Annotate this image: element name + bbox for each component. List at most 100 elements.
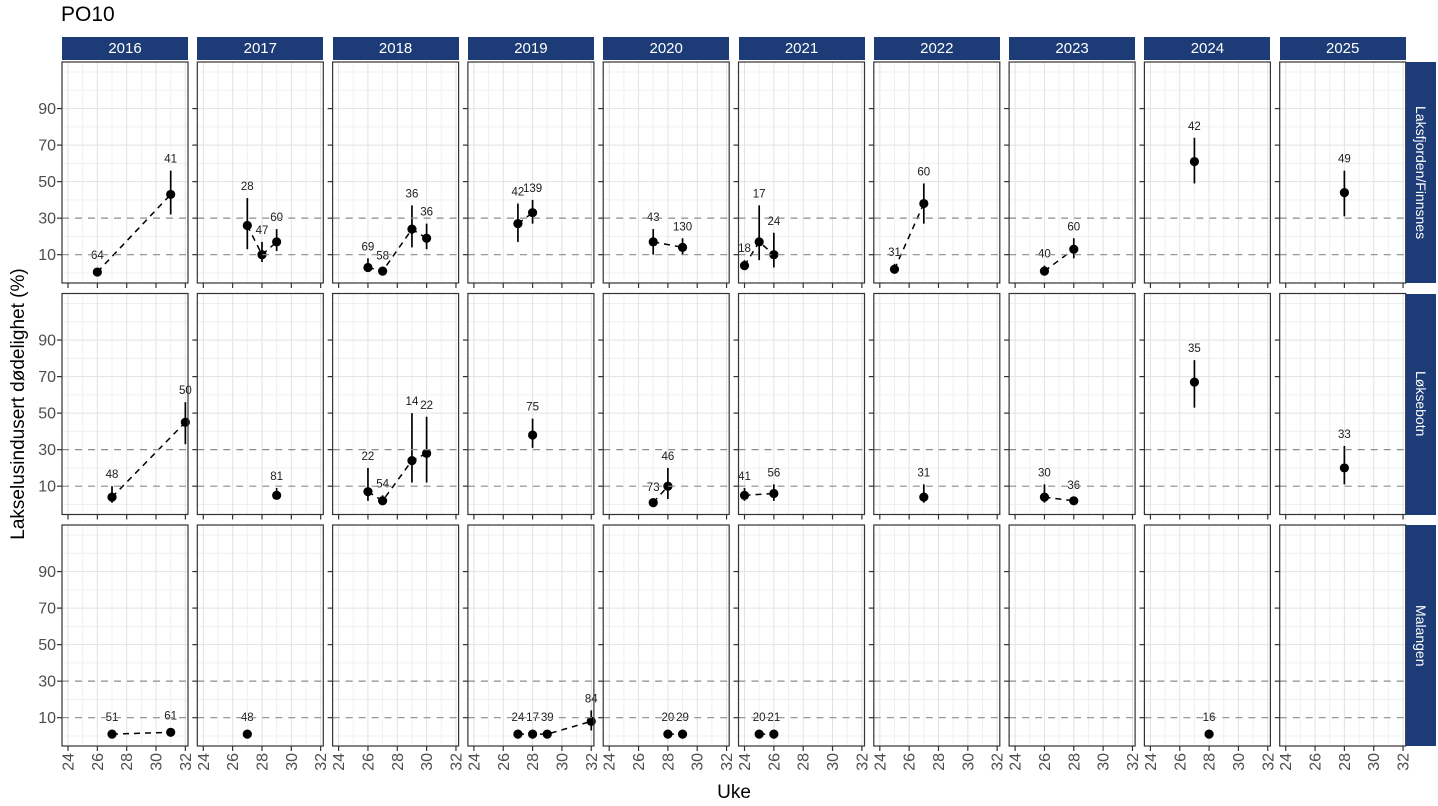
panel-border bbox=[1279, 61, 1407, 284]
panel-Løksebotn-2019: 75 bbox=[462, 292, 595, 520]
x-tick-label: 30 bbox=[284, 753, 301, 771]
tick-marks bbox=[1139, 339, 1269, 520]
y-tick-label: 70 bbox=[38, 601, 56, 618]
panel-border bbox=[737, 61, 866, 284]
gridlines bbox=[1009, 525, 1136, 746]
gridlines bbox=[1144, 62, 1271, 283]
x-tick-label: 26 bbox=[1308, 753, 1325, 771]
point-label: 42 bbox=[1188, 121, 1201, 133]
x-tick-label: 26 bbox=[631, 753, 648, 771]
data-point bbox=[1204, 729, 1214, 739]
tick-marks bbox=[327, 107, 457, 288]
x-tick-label: 28 bbox=[525, 753, 542, 771]
x-tick-label: 24 bbox=[466, 753, 483, 771]
gridlines bbox=[603, 293, 730, 515]
point-label: 48 bbox=[106, 469, 119, 481]
data-point bbox=[422, 233, 432, 243]
panel-Løksebotn-2023: 30 36 bbox=[1004, 292, 1136, 520]
data-point bbox=[242, 729, 252, 739]
point-label: 21 bbox=[767, 712, 780, 724]
x-tick-label: 30 bbox=[1366, 753, 1383, 771]
panel-Malangen-2017: 48 bbox=[192, 524, 324, 751]
x-tick-label: 24 bbox=[1008, 753, 1025, 771]
panel-border bbox=[196, 292, 324, 516]
data-point bbox=[107, 492, 117, 502]
x-tick-label: 24 bbox=[602, 753, 619, 771]
x-tick-label: 26 bbox=[1037, 753, 1054, 771]
data-point bbox=[677, 729, 688, 739]
data-point bbox=[107, 729, 117, 739]
panel-border bbox=[332, 292, 460, 516]
panel-border bbox=[873, 524, 1001, 747]
data-point bbox=[542, 729, 552, 739]
y-tick-label: 70 bbox=[38, 138, 56, 155]
panel-Laksfjorden/Finnsnes-2024: 42 bbox=[1139, 61, 1272, 288]
gridlines bbox=[1144, 525, 1271, 746]
tick-marks bbox=[598, 570, 728, 751]
tick-marks bbox=[462, 107, 592, 288]
panel-Løksebotn-2024: 35 bbox=[1139, 292, 1272, 520]
facet-year-strip: 2024 bbox=[1144, 37, 1271, 60]
panel-Laksfjorden/Finnsnes-2023: 40 60 bbox=[1004, 61, 1136, 288]
panel-border bbox=[1008, 61, 1136, 284]
gridlines bbox=[738, 293, 865, 515]
data-point bbox=[1189, 156, 1200, 167]
point-label: 17 bbox=[526, 712, 539, 724]
data-point bbox=[677, 242, 688, 252]
trend-line bbox=[1044, 496, 1074, 502]
point-label: 16 bbox=[1203, 712, 1216, 724]
point-label: 139 bbox=[523, 183, 542, 195]
point-label: 60 bbox=[1067, 221, 1080, 233]
y-tick-label: 70 bbox=[38, 369, 56, 386]
point-label: 56 bbox=[767, 467, 780, 479]
panel-border bbox=[873, 61, 1001, 284]
gridlines bbox=[332, 525, 459, 746]
data-point bbox=[769, 250, 779, 260]
y-tick-label: 30 bbox=[38, 211, 56, 228]
point-label: 30 bbox=[1038, 467, 1051, 479]
data-point bbox=[919, 492, 929, 502]
y-tick-label: 50 bbox=[38, 174, 56, 191]
facet-year-strip: 2021 bbox=[738, 37, 865, 60]
gridlines bbox=[1009, 293, 1136, 515]
panel-border bbox=[1279, 292, 1407, 516]
x-tick-label: 30 bbox=[960, 753, 977, 771]
facet-region-strip: Malangen bbox=[1406, 525, 1436, 746]
panel-border bbox=[1279, 524, 1407, 747]
panel-border bbox=[737, 524, 866, 747]
point-label: 50 bbox=[179, 385, 192, 397]
facet-region-label: Laksfjorden/Finnsnes bbox=[1413, 105, 1429, 240]
x-tick-label: 30 bbox=[554, 753, 571, 771]
tick-marks bbox=[327, 339, 457, 520]
x-tick-label: 26 bbox=[496, 753, 513, 771]
panel-Løksebotn-2016: 48 50 bbox=[57, 292, 192, 520]
x-tick-label: 26 bbox=[360, 753, 377, 771]
gridlines bbox=[738, 525, 865, 746]
x-tick-label: 32 bbox=[178, 753, 195, 771]
data-point bbox=[754, 237, 764, 247]
point-label: 60 bbox=[917, 166, 930, 178]
data-point bbox=[1039, 266, 1050, 276]
data-point bbox=[919, 198, 929, 209]
y-tick-label: 10 bbox=[38, 247, 56, 264]
facet-year-strip: 2025 bbox=[1279, 37, 1406, 60]
gridlines bbox=[1279, 525, 1406, 746]
facet-year-strip: 2017 bbox=[197, 37, 324, 60]
panel-border bbox=[602, 524, 730, 747]
panel-Løksebotn-2017: 81 bbox=[192, 292, 324, 520]
x-tick-label: 32 bbox=[719, 753, 736, 771]
point-label: 58 bbox=[376, 250, 389, 262]
trend-line bbox=[111, 731, 171, 735]
tick-marks bbox=[1004, 570, 1134, 751]
panel-Malangen-2025 bbox=[1274, 524, 1407, 751]
panel-Løksebotn-2020: 73 46 bbox=[598, 292, 730, 520]
x-tick-label: 28 bbox=[1337, 753, 1354, 771]
data-point bbox=[272, 237, 282, 247]
x-tick-label: 26 bbox=[225, 753, 242, 771]
x-tick-label: 32 bbox=[313, 753, 330, 771]
x-tick-label: 26 bbox=[902, 753, 919, 771]
panel-Malangen-2018 bbox=[327, 524, 460, 751]
panel-border bbox=[737, 292, 866, 516]
panel-Malangen-2020: 20 29 bbox=[598, 524, 730, 751]
